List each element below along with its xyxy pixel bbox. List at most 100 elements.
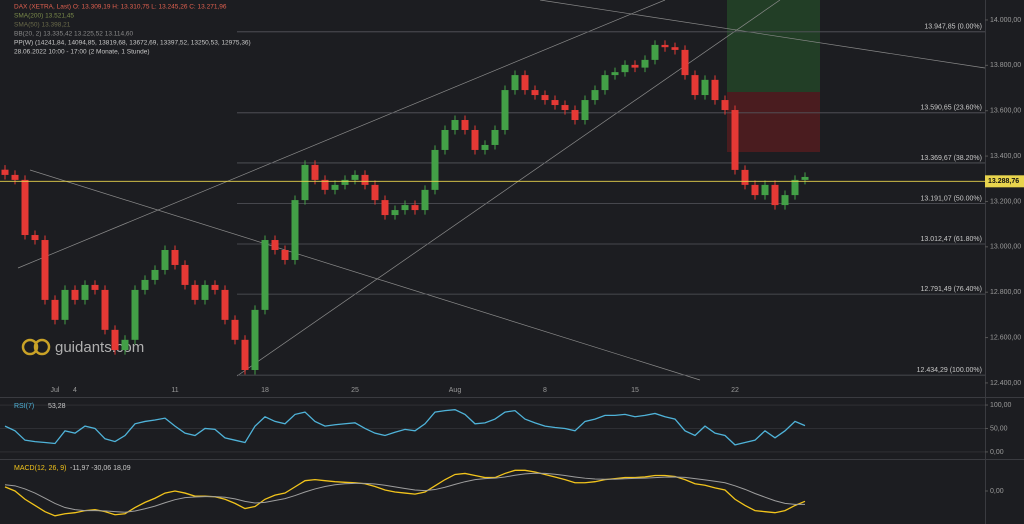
candle-body (581, 100, 589, 121)
candle-body (61, 289, 69, 320)
candle-body (81, 284, 89, 300)
x-tick-label: 22 (731, 387, 739, 394)
candle-body (761, 184, 769, 196)
candle-body (51, 299, 59, 320)
legend-name: RSI(7) (14, 403, 34, 410)
candle-body (381, 200, 389, 216)
x-tick-label: 8 (543, 387, 547, 394)
candle-body (711, 79, 719, 101)
header-line: PP(W) (14241,84, 14094,85, 13819,68, 136… (14, 40, 251, 47)
candle-body (291, 200, 299, 260)
candle-body (561, 105, 569, 111)
trend-line (17, 0, 666, 269)
trend-line (29, 169, 701, 381)
logo (21, 338, 39, 356)
candle-body (171, 249, 179, 265)
candle-body (731, 110, 739, 170)
candle-body (41, 240, 49, 300)
trend-lines (17, 0, 986, 381)
candle-body (721, 100, 729, 111)
candle-body (601, 75, 609, 91)
header-line: BB(20, 2) 13.335,42 13.225,52 13.114,60 (14, 31, 134, 38)
y-tick-label: 13.400,00 (990, 153, 1021, 160)
candle-body (11, 174, 19, 180)
candle-body (771, 184, 779, 206)
candle-body (541, 95, 549, 101)
candle-body (441, 129, 449, 150)
y-tick-label: 0,00 (990, 488, 1004, 495)
candle-body (431, 149, 439, 190)
candle-body (271, 240, 279, 250)
candle-body (21, 179, 29, 236)
x-tick-label: Jul (51, 387, 60, 394)
candle-body (421, 189, 429, 211)
series-line (4, 472, 805, 513)
x-tick-label: Aug (449, 387, 462, 394)
fib-label: 13.012,47 (61.80%) (921, 236, 983, 243)
candle-body (1, 169, 9, 175)
candle-body (511, 75, 519, 91)
candle-body (481, 144, 489, 150)
candle-body (621, 64, 629, 73)
candle-body (691, 75, 699, 96)
candle-body (801, 176, 809, 180)
y-tick-label: 13.600,00 (990, 108, 1021, 115)
y-tick-label: 14.000,00 (990, 17, 1021, 24)
candle-body (751, 184, 759, 196)
y-tick-label: 13.200,00 (990, 198, 1021, 205)
candle-body (471, 129, 479, 150)
fib-label: 12.791,49 (76.40%) (921, 286, 983, 293)
trend-line (236, 0, 781, 377)
last-price-box (985, 175, 1024, 188)
fib-label: 13.590,65 (23.60%) (921, 105, 983, 112)
legend-value: -11,97 -30,06 18,09 (70, 465, 131, 472)
candle-body (611, 72, 619, 76)
candle-body (341, 179, 349, 185)
candle-body (641, 59, 649, 68)
header-line: 28.06.2022 10:00 - 17:00 (2 Monate, 1 St… (14, 49, 150, 56)
y-tick-label: 12.400,00 (990, 380, 1021, 387)
candle-body (101, 289, 109, 330)
candle-body (311, 164, 319, 180)
candle-body (701, 79, 709, 96)
y-tick-label: 12.600,00 (990, 334, 1021, 341)
y-tick-label: 50,00 (990, 425, 1008, 432)
candle-body (671, 47, 679, 50)
candle-body (361, 174, 369, 185)
x-tick-label: 15 (631, 387, 639, 394)
fib-label: 12.434,29 (100.00%) (917, 367, 982, 374)
candle-body (551, 100, 559, 106)
candle-body (201, 284, 209, 300)
legend-value: 53,28 (48, 403, 66, 410)
candle-body (91, 284, 99, 290)
candle-body (301, 164, 309, 201)
y-tick-label: 12.800,00 (990, 289, 1021, 296)
candle-body (71, 289, 79, 300)
header-line: SMA(200) 13.521,45 (14, 13, 74, 20)
candle-body (791, 179, 799, 196)
fib-label: 13.947,85 (0.00%) (924, 24, 982, 31)
y-tick-label: 0,00 (990, 449, 1004, 456)
series-line (4, 409, 806, 446)
x-tick-label: 18 (261, 387, 269, 394)
candle-body (521, 75, 529, 91)
last-price-label: 13.288,76 (988, 178, 1019, 185)
candle-body (161, 249, 169, 270)
y-tick-label: 13.000,00 (990, 244, 1021, 251)
legend-name: MACD(12, 26, 9) (14, 465, 67, 472)
candle-body (191, 284, 199, 300)
candle-body (741, 169, 749, 185)
candle-body (281, 249, 289, 260)
y-tick-label: 13.800,00 (990, 62, 1021, 69)
candle-body (241, 339, 249, 371)
stop-zone (727, 92, 820, 152)
header-line: DAX (XETRA, Last) O: 13.309,19 H: 13.310… (14, 4, 227, 11)
candle-body (141, 279, 149, 290)
candle-body (461, 120, 469, 130)
candle-body (631, 64, 639, 68)
candle-body (681, 49, 689, 76)
candle-body (331, 184, 339, 190)
candle-body (411, 205, 419, 211)
header-line: SMA(50) 13.398,21 (14, 22, 71, 29)
